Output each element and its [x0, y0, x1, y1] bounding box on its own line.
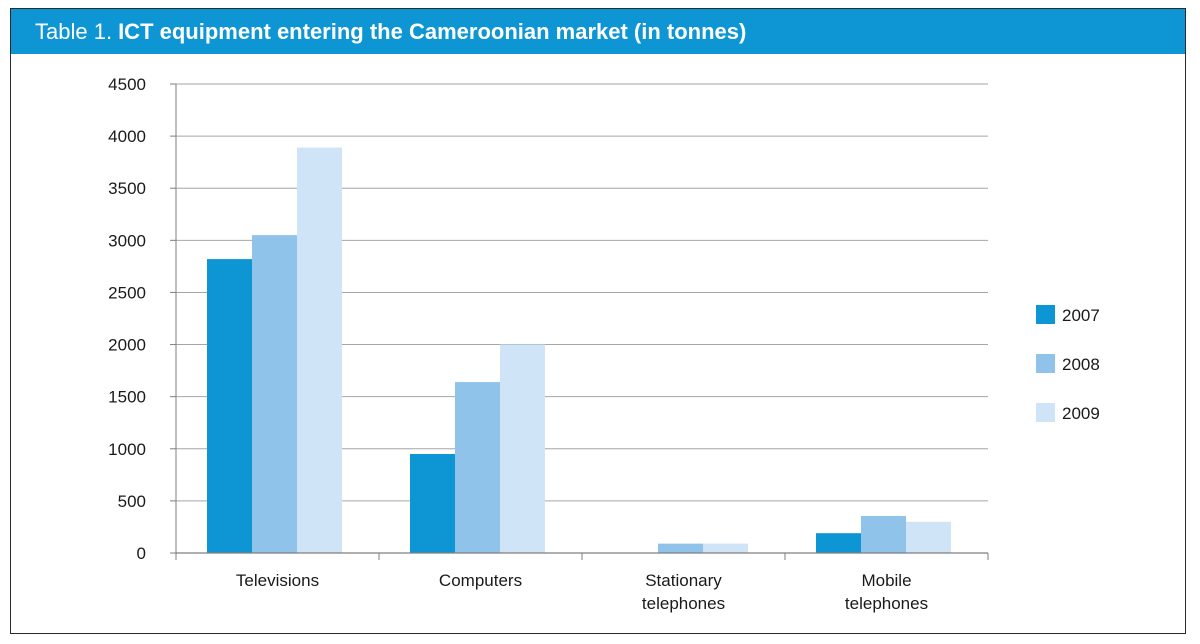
x-tick-label-line: Televisions: [236, 571, 319, 590]
x-tick-label-line: Stationary: [645, 571, 722, 590]
x-tick-label: Computers: [439, 571, 522, 590]
y-tick-label: 500: [118, 492, 146, 511]
legend-label: 2007: [1062, 306, 1100, 325]
legend-swatch: [1036, 403, 1055, 422]
bar: [906, 521, 951, 553]
x-tick-label-line: telephones: [642, 594, 725, 613]
bar: [207, 259, 252, 553]
title-text: ICT equipment entering the Cameroonian m…: [118, 18, 747, 44]
bar: [500, 344, 545, 553]
bar: [252, 235, 297, 553]
table-number: Table 1.: [35, 18, 113, 44]
y-tick-label: 1500: [108, 388, 146, 407]
legend-label: 2009: [1062, 404, 1100, 423]
bar: [658, 543, 703, 553]
x-tick-label: Mobile telephones: [845, 571, 928, 613]
y-tick-label: 3000: [108, 231, 146, 250]
x-tick-label-line: Computers: [439, 571, 522, 590]
x-tick-label-line: telephones: [845, 594, 928, 613]
axes: 0 500 1000 1500 2000 2500 3000 3500 4000 4500 Tele…: [108, 75, 989, 613]
x-tick-label-line: Mobile: [861, 571, 911, 590]
legend: 2007 2008 2009: [1036, 305, 1100, 423]
bar: [455, 382, 500, 553]
bar: [816, 533, 861, 553]
y-tick-label: 4000: [108, 127, 146, 146]
legend-swatch: [1036, 305, 1055, 324]
bars: [207, 147, 951, 553]
y-tick-label: 1000: [108, 440, 146, 459]
chart-title: Table 1. ICT equipment entering the Camer…: [35, 19, 746, 45]
y-tick-label: 3500: [108, 179, 146, 198]
x-tick-label: Televisions: [236, 571, 319, 590]
x-tick-label: Stationary telephones: [642, 571, 725, 613]
bar: [410, 453, 455, 553]
y-tick-label: 2500: [108, 283, 146, 302]
bar: [861, 516, 906, 553]
bar: [297, 147, 342, 553]
chart-frame: Table 1. ICT equipment entering the Camer…: [10, 8, 1186, 634]
legend-swatch: [1036, 354, 1055, 373]
legend-label: 2008: [1062, 355, 1100, 374]
y-tick-label: 0: [137, 544, 146, 563]
y-tick-label: 2000: [108, 336, 146, 355]
y-tick-label: 4500: [108, 75, 146, 94]
bar: [703, 543, 748, 553]
title-banner: Table 1. ICT equipment entering the Camer…: [11, 9, 1185, 54]
